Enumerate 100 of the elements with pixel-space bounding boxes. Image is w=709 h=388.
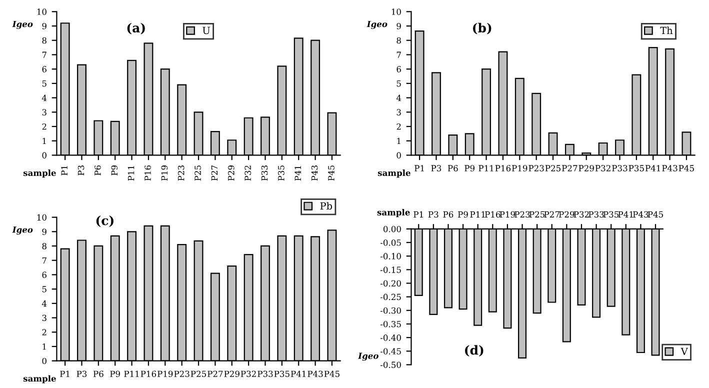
y-tick-label: 6 <box>396 66 401 72</box>
y-tick-label: -0.10 <box>380 253 401 260</box>
x-tick-label: P25 <box>529 211 545 218</box>
x-tick-label: P32 <box>240 370 256 378</box>
x-tick-label: P33 <box>261 166 268 181</box>
x-tick-label: P6 <box>94 165 101 176</box>
x-tick-label: P9 <box>458 211 468 218</box>
x-tick-label: P19 <box>158 370 173 378</box>
y-tick-label: 5 <box>42 80 46 87</box>
x-tick-label: P3 <box>431 165 442 172</box>
y-tick-label: 3 <box>42 109 46 116</box>
x-tick-label: P35 <box>278 166 284 181</box>
x-tick-label: P23 <box>514 211 530 218</box>
y-axis-title: Igeo <box>12 226 33 235</box>
y-tick-label: 7 <box>396 52 401 58</box>
x-tick-label: P45 <box>678 165 694 172</box>
x-tick-label: P43 <box>311 166 318 181</box>
y-tick-label: 4 <box>396 94 402 101</box>
x-tick-label: P1 <box>414 165 424 172</box>
x-tick-label: P45 <box>648 211 663 218</box>
annotation: (d) <box>465 345 484 357</box>
x-axis-title: sample <box>23 375 56 384</box>
y-tick-label: -0.30 <box>380 307 401 314</box>
y-tick-label: 0.00 <box>383 226 401 232</box>
y-tick-label: 1 <box>42 343 46 350</box>
x-tick-label: P19 <box>512 165 528 172</box>
y-tick-label: 1 <box>397 138 400 144</box>
y-tick-label: 8 <box>396 37 401 44</box>
y-tick-label: 2 <box>396 123 401 130</box>
legend-label: U <box>202 26 210 34</box>
x-tick-label: P23 <box>174 370 190 378</box>
y-tick-label: -0.25 <box>380 294 401 300</box>
x-tick-label: P1 <box>60 370 70 377</box>
y-tick-label: 3 <box>42 314 46 322</box>
x-tick-label: P11 <box>124 370 139 377</box>
y-tick-label: 9 <box>42 22 46 30</box>
x-tick-label: P32 <box>595 165 610 172</box>
x-tick-label: P9 <box>464 165 474 172</box>
legend-label: Pb <box>320 202 332 210</box>
y-tick-label: 3 <box>396 109 401 116</box>
y-tick-label: 6 <box>42 272 46 278</box>
x-tick-label: P33 <box>612 165 628 172</box>
x-tick-label: P6 <box>93 370 104 378</box>
y-tick-label: 9 <box>396 22 401 30</box>
x-tick-label: P27 <box>211 166 218 181</box>
x-tick-label: P45 <box>324 370 340 378</box>
x-axis-title: sample <box>377 209 410 218</box>
x-tick-label: P6 <box>448 165 458 172</box>
y-tick-label: 6 <box>42 66 46 72</box>
y-tick-label: 10 <box>392 8 401 15</box>
legend-label: Th <box>660 26 673 34</box>
y-tick-label: -0.20 <box>380 280 401 287</box>
x-tick-label: P27 <box>208 370 223 377</box>
y-tick-label: 7 <box>42 257 46 264</box>
y-axis-title: Igeo <box>12 20 33 29</box>
x-tick-label: P3 <box>76 370 87 378</box>
x-tick-label: P25 <box>190 370 206 378</box>
x-tick-label: P45 <box>328 166 334 181</box>
x-tick-label: P33 <box>258 370 273 378</box>
x-tick-label: P43 <box>308 370 323 378</box>
y-tick-label: -0.35 <box>380 320 401 328</box>
x-tick-label: P41 <box>294 166 301 181</box>
x-tick-label: P16 <box>140 370 156 378</box>
y-tick-label: -0.15 <box>380 266 401 273</box>
x-tick-label: P43 <box>662 165 678 172</box>
x-tick-label: P23 <box>178 166 184 181</box>
y-tick-label: 10 <box>37 214 46 221</box>
x-tick-label: P33 <box>588 211 604 218</box>
y-axis-title: Igeo <box>358 352 378 361</box>
x-tick-label: P16 <box>495 165 511 172</box>
x-tick-label: P35 <box>274 370 290 378</box>
x-tick-label: P27 <box>562 165 578 172</box>
y-tick-label: 0 <box>42 152 46 158</box>
y-tick-label: 5 <box>42 286 46 292</box>
x-tick-label: P16 <box>485 211 500 218</box>
x-tick-label: P29 <box>228 165 234 181</box>
x-tick-label: P9 <box>111 165 118 176</box>
y-tick-label: 2 <box>42 329 46 336</box>
x-tick-label: P27 <box>544 211 560 218</box>
y-tick-label: 5 <box>396 80 401 87</box>
legend-label: V <box>680 348 688 355</box>
x-tick-label: P11 <box>128 166 134 181</box>
x-tick-label: P29 <box>559 211 574 218</box>
x-tick-label: P23 <box>528 165 544 172</box>
x-tick-label: P29 <box>578 165 594 172</box>
x-tick-label: P41 <box>645 165 660 172</box>
y-tick-label: 8 <box>42 242 46 250</box>
y-tick-label: 10 <box>37 8 46 15</box>
x-tick-label: P1 <box>61 166 68 176</box>
annotation: (b) <box>473 22 492 34</box>
x-tick-label: P9 <box>110 370 120 378</box>
x-axis-title: sample <box>378 170 410 178</box>
x-tick-label: P19 <box>161 165 168 181</box>
y-tick-label: -0.50 <box>380 362 401 368</box>
x-tick-label: P43 <box>633 211 648 218</box>
annotation: (c) <box>96 216 114 227</box>
y-tick-label: 4 <box>42 94 47 101</box>
x-tick-label: P3 <box>428 211 438 218</box>
x-tick-label: P35 <box>603 211 619 218</box>
x-tick-label: P41 <box>290 370 306 377</box>
